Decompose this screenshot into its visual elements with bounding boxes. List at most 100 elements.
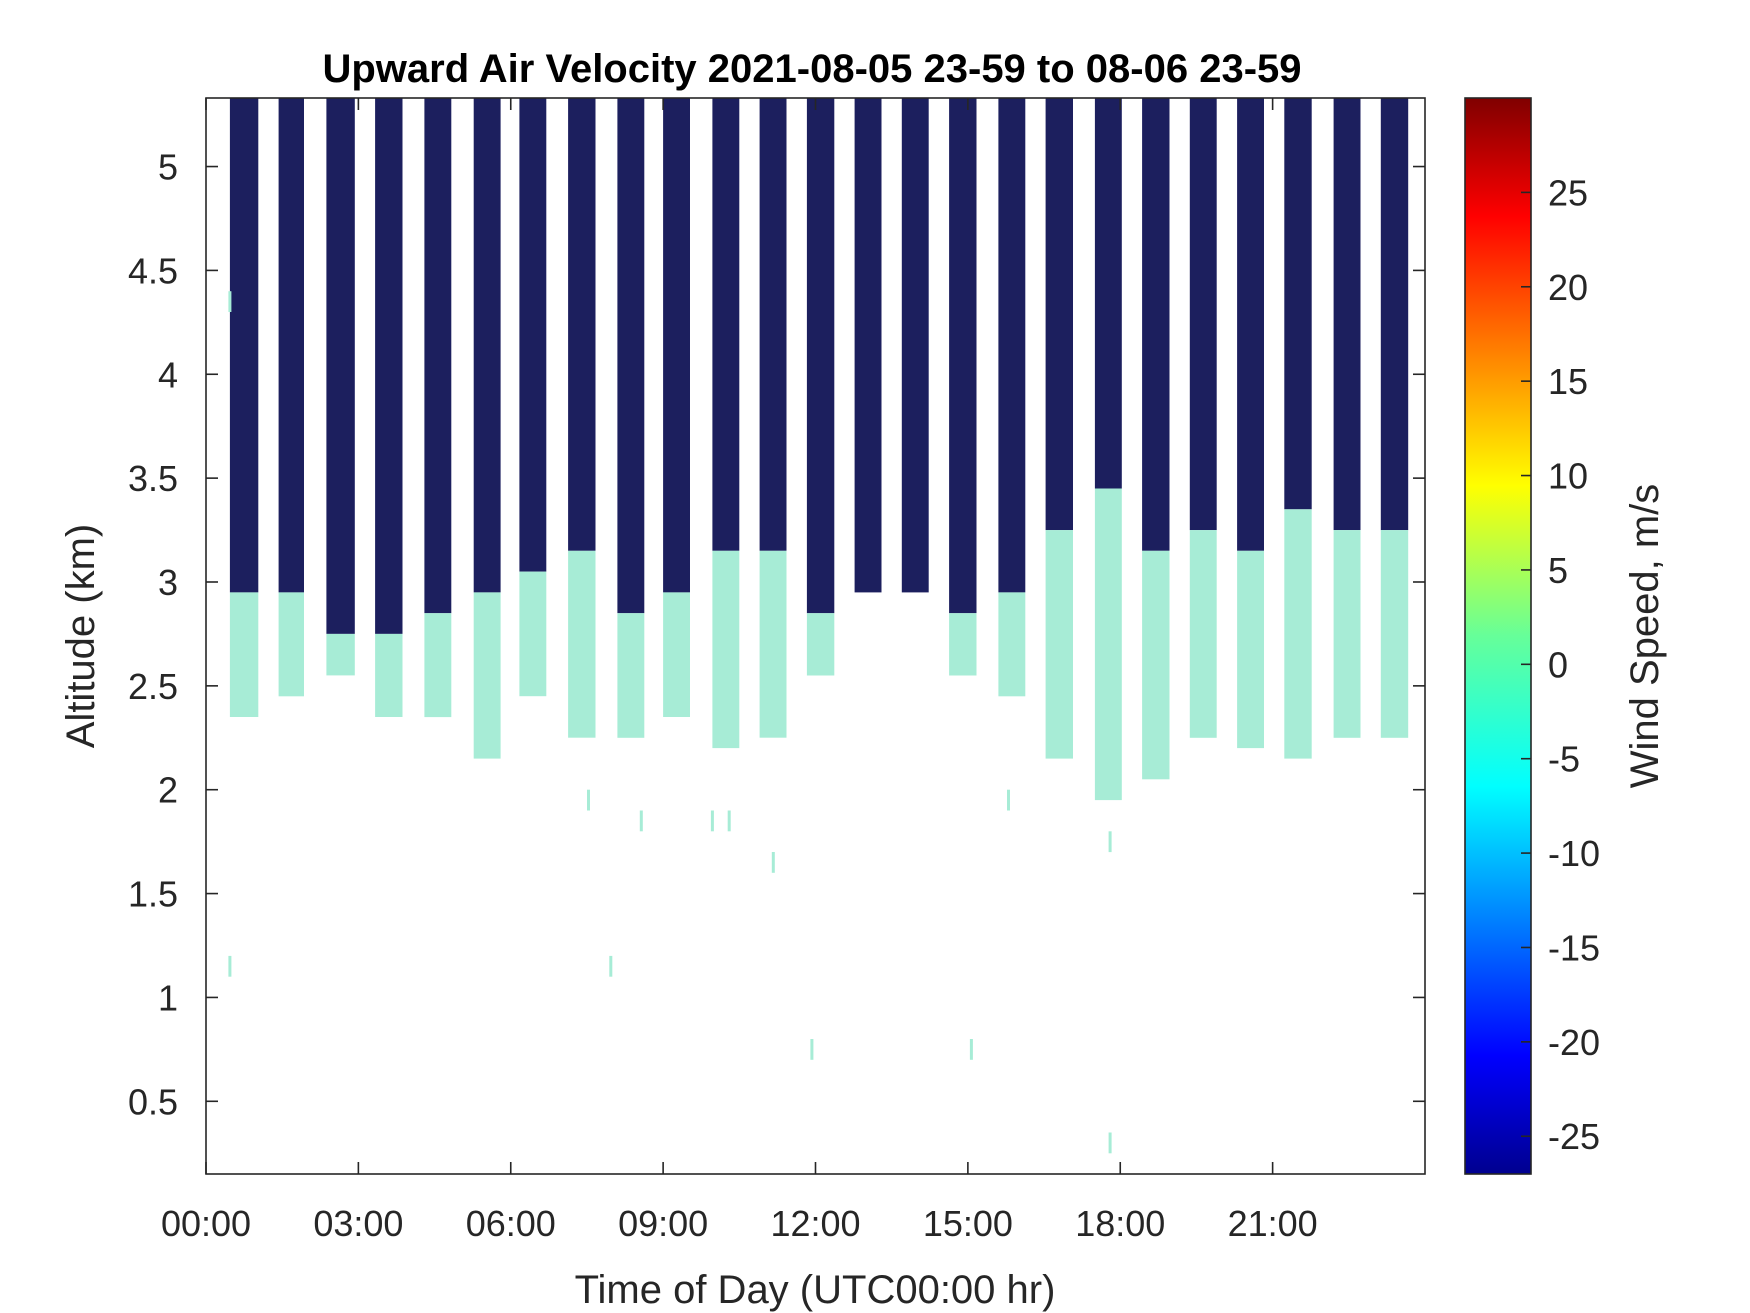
x-tick-label: 09:00	[618, 1203, 708, 1244]
low-altitude-band	[1237, 550, 1264, 749]
low-altitude-band	[806, 613, 835, 676]
high-altitude-band	[806, 98, 835, 614]
y-tick-label: 4	[158, 354, 178, 395]
colorbar-tick-label: -25	[1548, 1116, 1600, 1157]
low-altitude-band	[998, 592, 1026, 697]
colorbar-tick-label: 20	[1548, 267, 1588, 308]
high-altitude-band	[278, 98, 304, 593]
colorbar-label: Wind Speed, m/s	[1623, 484, 1667, 789]
y-tick-label: 0.5	[128, 1081, 178, 1122]
low-altitude-band	[1189, 530, 1217, 738]
low-altitude-band	[229, 592, 259, 717]
y-tick-label: 3	[158, 562, 178, 603]
y-tick-label: 2.5	[128, 666, 178, 707]
low-altitude-band	[1333, 530, 1361, 738]
y-tick-label: 3.5	[128, 458, 178, 499]
isolated-data-point	[1108, 831, 1112, 853]
low-altitude-band	[663, 592, 690, 717]
colorbar-tick-label: -5	[1548, 739, 1580, 780]
x-axis-label: Time of Day (UTC00:00 hr)	[575, 1268, 1056, 1312]
chart-title: Upward Air Velocity 2021-08-05 23-59 to …	[322, 47, 1301, 91]
high-altitude-band	[759, 98, 787, 551]
isolated-data-point	[710, 810, 714, 832]
colorbar-tick-label: 25	[1548, 172, 1588, 213]
colorbar-tick-label: -10	[1548, 833, 1600, 874]
high-altitude-band	[1094, 98, 1122, 489]
x-tick-label: 18:00	[1075, 1203, 1165, 1244]
high-altitude-band	[949, 98, 977, 614]
isolated-data-point	[228, 955, 232, 977]
isolated-data-point	[609, 955, 613, 977]
high-altitude-band	[1045, 98, 1073, 531]
y-tick-label: 5	[158, 147, 178, 188]
y-tick-label: 1	[158, 977, 178, 1018]
y-tick-label: 4.5	[128, 250, 178, 291]
isolated-data-point	[969, 1039, 973, 1060]
colorbar-tick-label: -15	[1548, 927, 1600, 968]
low-altitude-band	[278, 592, 304, 697]
low-altitude-band	[375, 633, 403, 717]
colorbar-tick-label: 0	[1548, 644, 1568, 685]
high-altitude-band	[1284, 98, 1312, 510]
x-tick-label: 00:00	[161, 1203, 251, 1244]
high-altitude-band	[326, 98, 355, 634]
colorbar-ticks: -25 -20 -15 -10 -5 0 5 10 15 20 25	[1521, 172, 1600, 1157]
high-altitude-band	[854, 98, 882, 593]
low-altitude-band	[1045, 530, 1073, 759]
isolated-data-point	[810, 1039, 814, 1060]
y-axis-label: Altitude (km)	[59, 524, 103, 749]
isolated-data-point	[228, 291, 232, 312]
data-layer	[228, 98, 1409, 1154]
colorbar-gradient	[1464, 97, 1532, 1175]
low-altitude-band	[519, 571, 547, 697]
high-altitude-band	[712, 98, 740, 551]
high-altitude-band	[1189, 98, 1217, 531]
colorbar: -25 -20 -15 -10 -5 0 5 10 15 20 25	[1464, 97, 1600, 1175]
low-altitude-band	[712, 550, 740, 749]
y-axis-ticks: 0.5 1 1.5 2 2.5 3 3.5 4 4.5 5	[128, 147, 1425, 1122]
colorbar-tick-label: 5	[1548, 550, 1568, 591]
low-altitude-band	[759, 550, 787, 738]
x-tick-label: 06:00	[466, 1203, 556, 1244]
high-altitude-band	[473, 98, 501, 593]
isolated-data-point	[1108, 1132, 1112, 1154]
x-tick-label: 15:00	[923, 1203, 1013, 1244]
low-altitude-band	[473, 592, 501, 759]
high-altitude-band	[519, 98, 547, 572]
high-altitude-band	[998, 98, 1026, 593]
colorbar-tick-label: -20	[1548, 1022, 1600, 1063]
low-altitude-band	[949, 613, 977, 676]
low-altitude-band	[1284, 509, 1312, 759]
high-altitude-band	[1380, 98, 1409, 531]
low-altitude-band	[1142, 550, 1170, 780]
high-altitude-band	[568, 98, 596, 551]
high-altitude-band	[424, 98, 452, 614]
high-altitude-band	[617, 98, 645, 614]
colorbar-tick-label: 15	[1548, 361, 1588, 402]
high-altitude-band	[1333, 98, 1361, 531]
high-altitude-band	[1142, 98, 1170, 551]
low-altitude-band	[1094, 488, 1122, 801]
isolated-data-point	[639, 810, 643, 832]
y-tick-label: 2	[158, 770, 178, 811]
x-tick-label: 12:00	[770, 1203, 860, 1244]
isolated-data-point	[1007, 789, 1010, 811]
low-altitude-band	[617, 613, 645, 738]
high-altitude-band	[1237, 98, 1264, 551]
isolated-data-point	[587, 789, 590, 811]
high-altitude-band	[663, 98, 690, 593]
isolated-data-point	[727, 810, 731, 832]
x-axis-ticks: 00:00 03:00 06:00 09:00 12:00 15:00 18:00 21:00	[161, 98, 1318, 1244]
isolated-data-point	[771, 852, 775, 873]
y-tick-label: 1.5	[128, 874, 178, 915]
plot-area	[205, 97, 1426, 1175]
high-altitude-band	[375, 98, 403, 634]
x-tick-label: 21:00	[1228, 1203, 1318, 1244]
high-altitude-band	[229, 98, 259, 593]
high-altitude-band	[901, 98, 929, 593]
colorbar-tick-label: 10	[1548, 456, 1588, 497]
low-altitude-band	[424, 613, 452, 718]
x-tick-label: 03:00	[313, 1203, 403, 1244]
low-altitude-band	[568, 550, 596, 738]
